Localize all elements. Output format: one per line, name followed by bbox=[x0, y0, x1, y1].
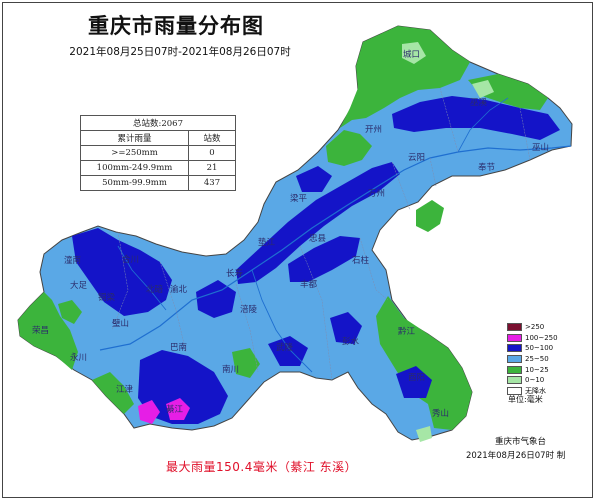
place-label: 潼南 bbox=[64, 255, 81, 266]
place-label: 永川 bbox=[70, 352, 87, 363]
place-label: 璧山 bbox=[112, 318, 129, 329]
row-count: 21 bbox=[188, 160, 236, 176]
place-label: 云阳 bbox=[408, 153, 425, 163]
header-count: 站数 bbox=[188, 130, 236, 146]
issue-time: 2021年08月26日07时 制 bbox=[466, 451, 566, 461]
header-range: 累计雨量 bbox=[80, 130, 189, 146]
place-label: 城口 bbox=[403, 50, 420, 60]
place-label: 石柱 bbox=[352, 255, 370, 266]
place-label: 荣昌 bbox=[32, 325, 49, 336]
legend-item: 50~100 bbox=[507, 343, 558, 354]
place-label: 万州 bbox=[368, 189, 385, 199]
place-label: 渝北 bbox=[170, 284, 188, 295]
legend-item: 100~250 bbox=[507, 333, 558, 344]
place-label: 长寿 bbox=[226, 268, 244, 279]
map-title: 重庆市雨量分布图 bbox=[88, 13, 264, 38]
legend-unit: 单位:毫米 bbox=[508, 395, 543, 404]
place-label: 酉阳 bbox=[408, 373, 425, 383]
place-label: 秀山 bbox=[432, 408, 449, 419]
place-label: 北碚 bbox=[146, 284, 164, 295]
place-label: 巫溪 bbox=[470, 97, 488, 108]
row-range: 100mm-249.9mm bbox=[80, 160, 189, 176]
legend-swatch bbox=[507, 386, 522, 395]
row-count: 0 bbox=[188, 145, 236, 161]
row-range: 50mm-99.9mm bbox=[80, 175, 189, 191]
place-labels: 城口 巫溪 开州 巫山 云阳 奉节 梁平 万州 垫江 忠县 石柱 潼南 合川 大… bbox=[32, 50, 549, 419]
legend-label: 0~10 bbox=[525, 376, 545, 385]
legend-swatch bbox=[507, 344, 522, 353]
place-label: 忠县 bbox=[309, 234, 327, 244]
place-label: 南川 bbox=[222, 364, 239, 375]
legend-item: 无降水 bbox=[507, 386, 558, 397]
rainfall-legend: >250 100~250 50~100 25~50 10~25 0~10 无降水 bbox=[507, 322, 558, 396]
place-label: 铜梁 bbox=[98, 292, 116, 303]
place-label: 垫江 bbox=[258, 237, 276, 248]
legend-label: 100~250 bbox=[525, 333, 558, 342]
place-label: 合川 bbox=[122, 254, 139, 265]
legend-item: 10~25 bbox=[507, 364, 558, 375]
legend-swatch bbox=[507, 365, 522, 374]
legend-swatch bbox=[507, 376, 522, 385]
table-row: 50mm-99.9mm 437 bbox=[80, 175, 236, 191]
legend-label: 无降水 bbox=[525, 386, 546, 395]
station-stats-table: 总站数:2067 累计雨量 站数 >=250mm 0 100mm-249.9mm… bbox=[80, 115, 236, 191]
legend-item: >250 bbox=[507, 322, 558, 333]
legend-label: 25~50 bbox=[525, 355, 549, 364]
issuing-agency: 重庆市气象台 bbox=[495, 437, 547, 447]
row-range: >=250mm bbox=[80, 145, 189, 161]
place-label: 奉节 bbox=[478, 162, 496, 173]
legend-swatch bbox=[507, 323, 522, 332]
place-label: 丰都 bbox=[300, 279, 318, 290]
total-stations: 总站数:2067 bbox=[80, 115, 236, 131]
place-label: 大足 bbox=[70, 280, 88, 291]
max-rainfall-note: 最大雨量150.4毫米（綦江 东溪） bbox=[166, 460, 358, 474]
row-count: 437 bbox=[188, 175, 236, 191]
place-label: 綦江 bbox=[166, 404, 184, 415]
place-label: 彭水 bbox=[342, 336, 360, 347]
place-label: 武隆 bbox=[276, 342, 294, 353]
legend-label: 50~100 bbox=[525, 344, 554, 353]
place-label: 梁平 bbox=[290, 194, 308, 204]
place-label: 黔江 bbox=[398, 326, 416, 337]
legend-swatch bbox=[507, 333, 522, 342]
place-label: 开州 bbox=[365, 125, 382, 135]
table-row: >=250mm 0 bbox=[80, 145, 236, 161]
place-label: 江津 bbox=[116, 384, 134, 395]
legend-label: 10~25 bbox=[525, 365, 549, 374]
map-subtitle: 2021年08月25日07时-2021年08月26日07时 bbox=[69, 46, 291, 58]
table-row: 100mm-249.9mm 21 bbox=[80, 160, 236, 176]
legend-label: >250 bbox=[525, 323, 545, 332]
legend-item: 0~10 bbox=[507, 375, 558, 386]
place-label: 巫山 bbox=[532, 142, 549, 153]
legend-swatch bbox=[507, 355, 522, 364]
place-label: 巴南 bbox=[170, 342, 187, 353]
place-label: 涪陵 bbox=[240, 304, 258, 315]
legend-item: 25~50 bbox=[507, 354, 558, 365]
